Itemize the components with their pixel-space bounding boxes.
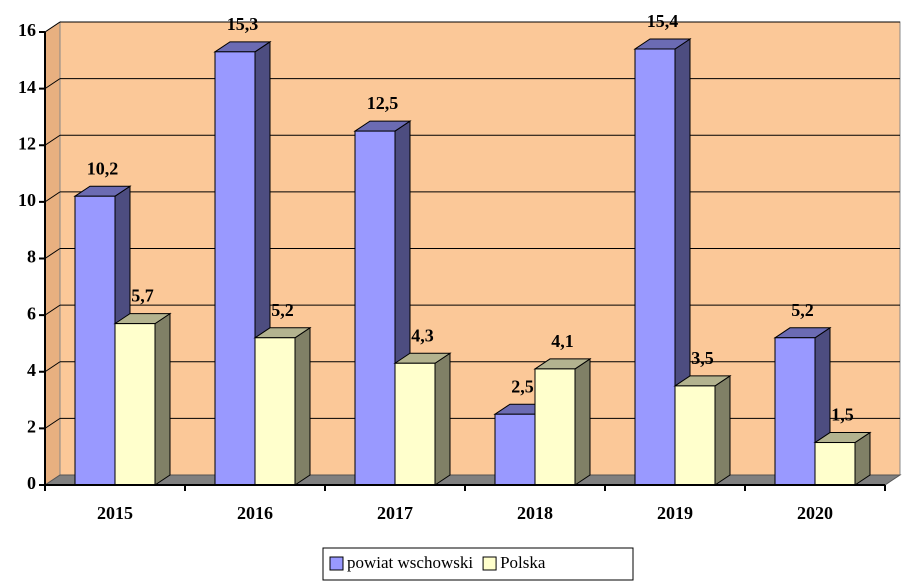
y-tick-label: 0 [27, 473, 36, 493]
value-label: 1,5 [831, 405, 854, 425]
value-label: 12,5 [367, 93, 399, 113]
value-label: 5,7 [131, 286, 154, 306]
value-label: 4,3 [411, 325, 434, 345]
bar [814, 442, 856, 486]
value-label: 10,2 [87, 158, 119, 178]
legend [322, 547, 634, 581]
y-tick-label: 8 [27, 247, 36, 267]
bar [394, 362, 436, 486]
grid-line-side [44, 78, 61, 90]
bar [214, 51, 256, 486]
y-tick-label: 4 [27, 360, 36, 380]
bar-side [154, 312, 171, 486]
grid-line-side [44, 21, 61, 33]
bar-side [574, 357, 591, 486]
grid-line-side [44, 304, 61, 316]
legend-swatch [329, 556, 344, 571]
bar [354, 130, 396, 486]
grid-line-side [44, 134, 61, 146]
bar [114, 323, 156, 486]
bar [494, 413, 536, 486]
grid [44, 21, 900, 429]
grid-line-side [44, 191, 61, 203]
bar-side [434, 352, 451, 486]
grid-line-side [44, 361, 61, 373]
x-tick-label: 2018 [517, 503, 553, 523]
legend-items: powiat wschowski Polska [329, 553, 546, 572]
value-label: 3,5 [691, 348, 714, 368]
value-label: 15,4 [647, 11, 679, 31]
value-label: 4,1 [551, 331, 574, 351]
bar [774, 337, 816, 486]
bar [74, 195, 116, 486]
y-tick-label: 10 [18, 190, 36, 210]
bar [634, 48, 676, 486]
legend-swatch [482, 556, 497, 571]
y-tick-label: 2 [27, 417, 36, 437]
y-tick-label: 6 [27, 303, 36, 323]
grid-line-side [44, 248, 61, 259]
floor [43, 474, 902, 486]
x-tick-label: 2019 [657, 503, 693, 523]
y-tick-label: 16 [18, 20, 36, 40]
legend-label: powiat wschowski [347, 553, 473, 572]
y-tick-label: 14 [18, 77, 36, 97]
x-tick-label: 2017 [377, 503, 413, 523]
value-label: 2,5 [511, 376, 534, 396]
x-tick-label: 2016 [237, 503, 273, 523]
bar [674, 385, 716, 486]
bar [534, 368, 576, 486]
value-label: 15,3 [227, 14, 259, 34]
bar [254, 337, 296, 486]
x-tick-label: 2015 [97, 503, 133, 523]
x-tick-label: 2020 [797, 503, 833, 523]
bars: 10,2 5,7 15,3 5,2 12,5 4,3 2,5 4,1 15,4 3,5 5,2 1,5 [73, 11, 872, 486]
legend-label: Polska [500, 553, 546, 572]
grid-line-side [44, 417, 61, 429]
value-label: 5,2 [271, 300, 294, 320]
y-tick-label: 12 [18, 133, 36, 153]
value-label: 5,2 [791, 300, 814, 320]
bar-side [294, 326, 311, 486]
bar-side [714, 374, 731, 486]
